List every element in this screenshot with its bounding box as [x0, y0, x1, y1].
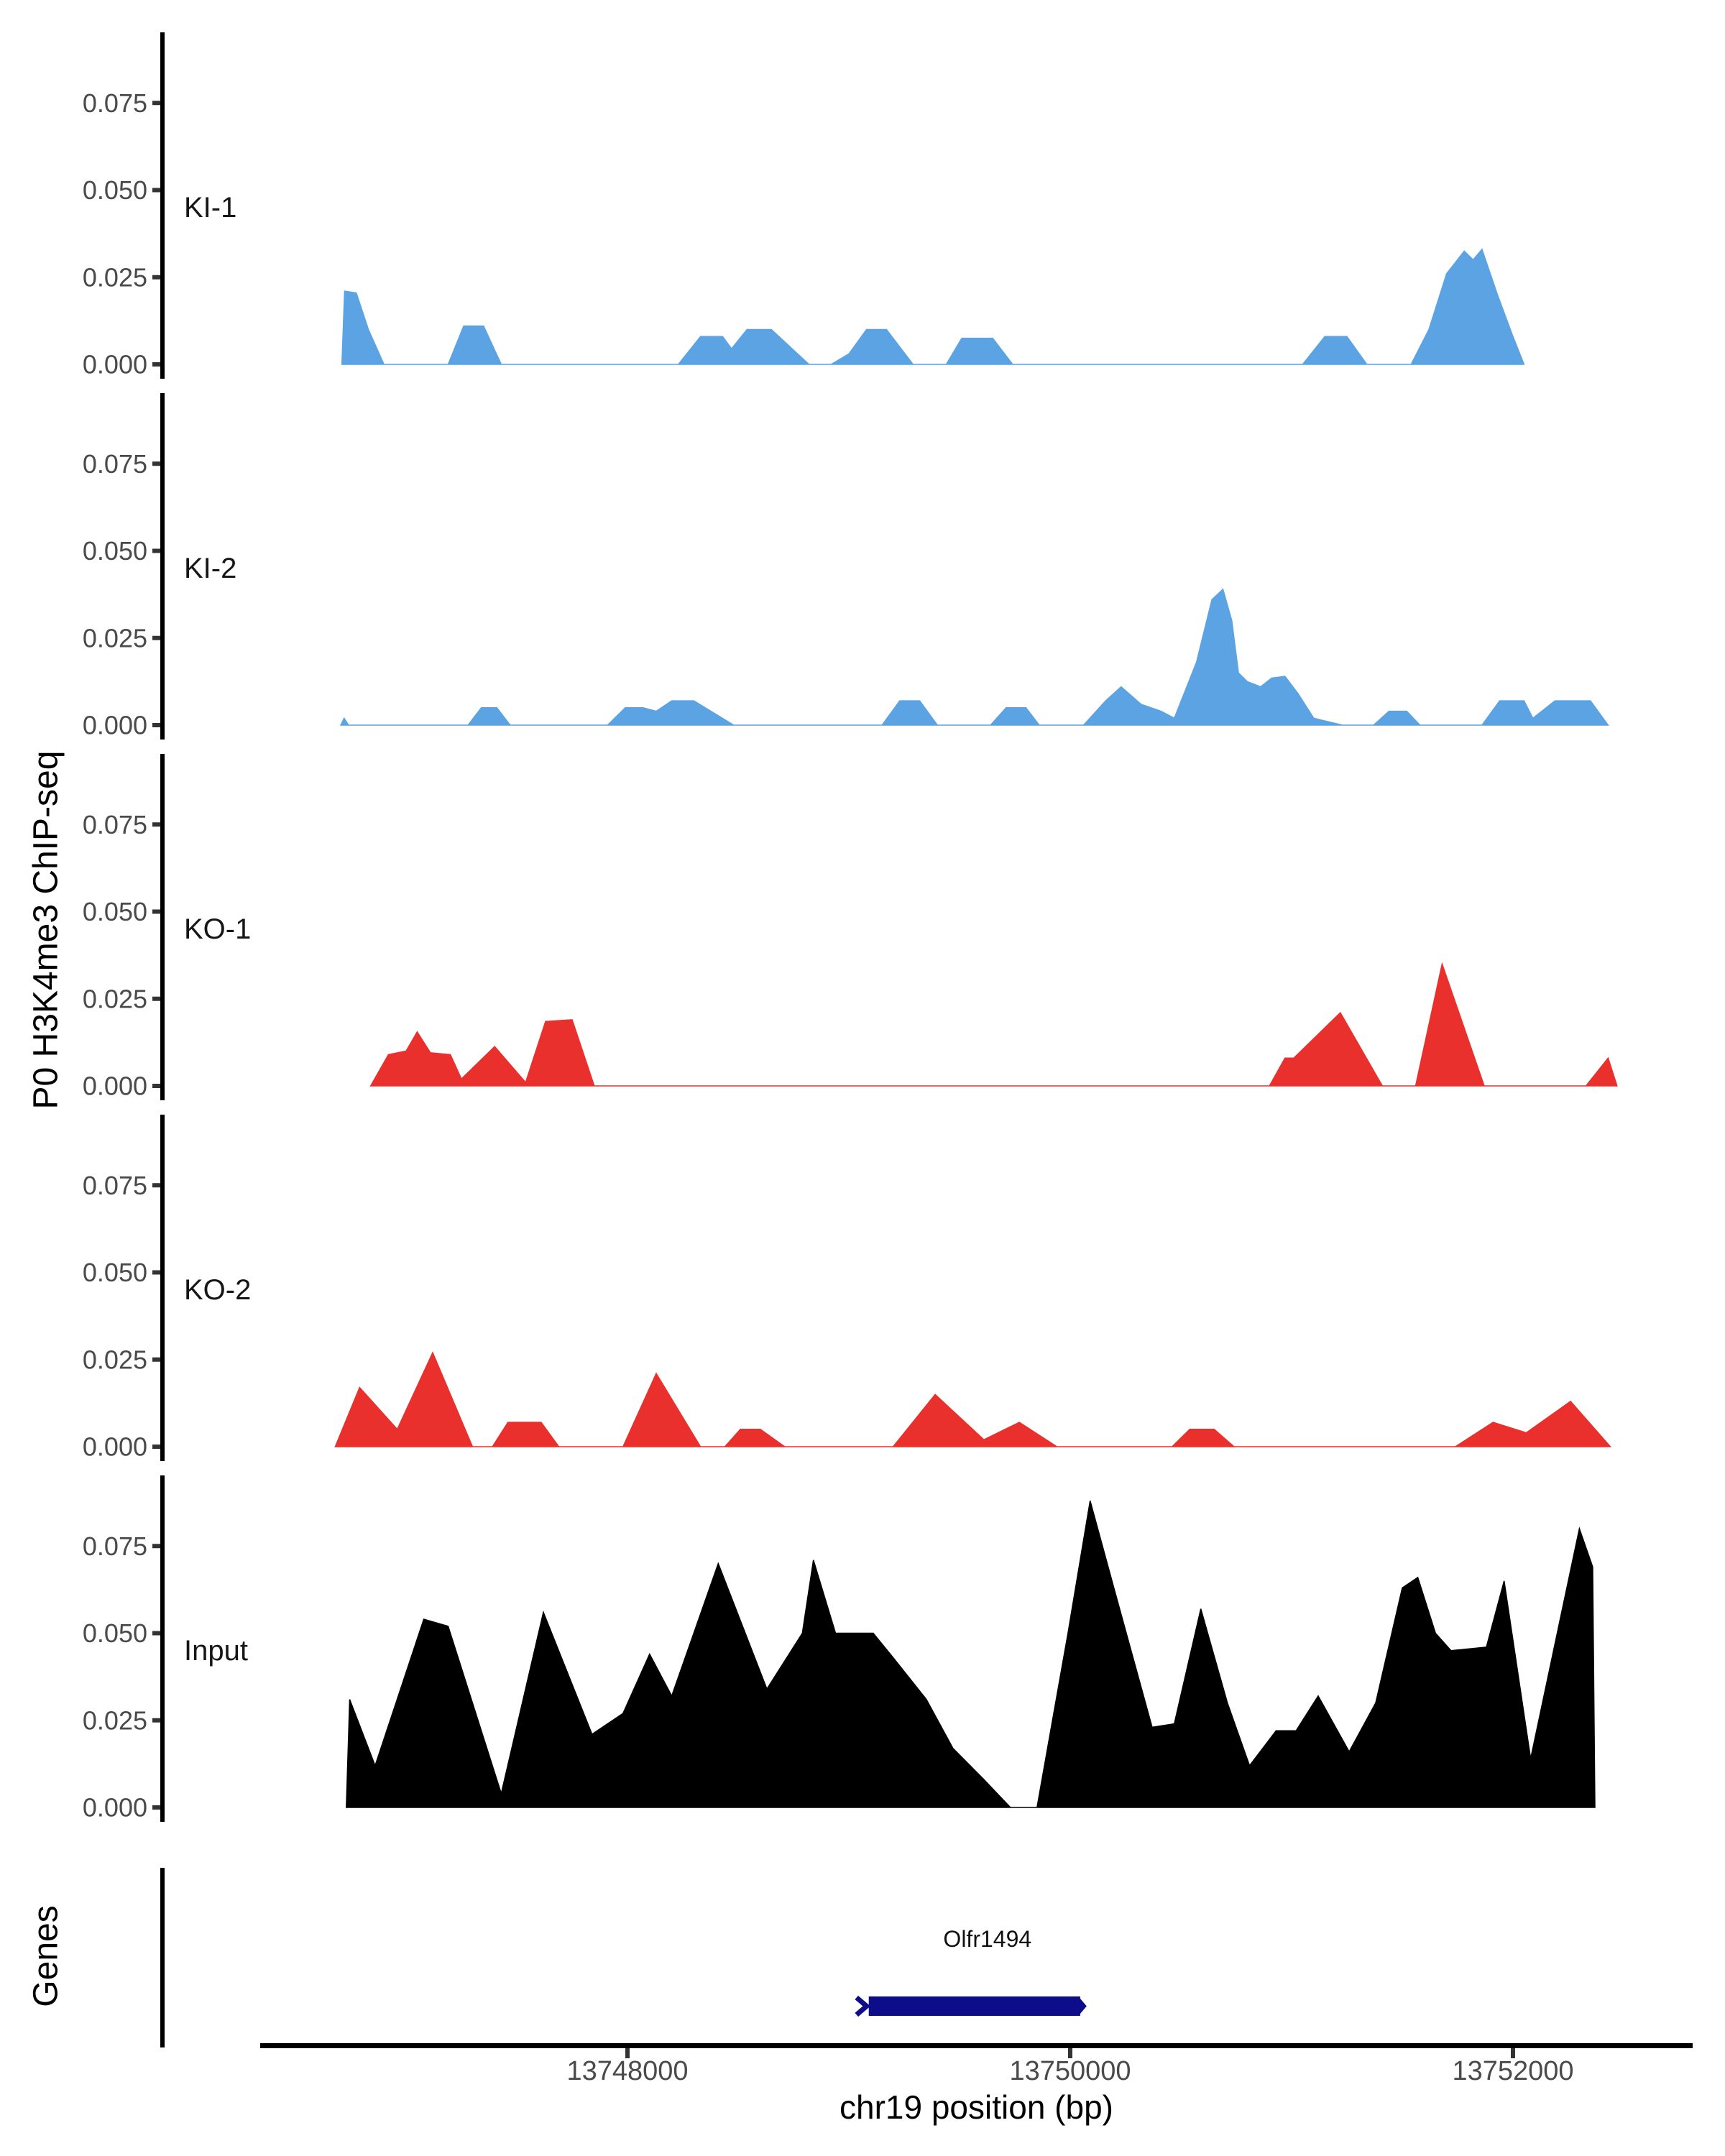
y-tick-mark [152, 822, 160, 827]
x-tick-mark [1068, 2048, 1072, 2058]
track-panel-ko-1: 0.075 0.050 0.025 0.000 KO-1 [83, 754, 1618, 1101]
gene-strand-chevron-icon [855, 1995, 871, 2017]
y-tick-mark [152, 275, 160, 280]
track-label-ko-2: KO-2 [184, 1274, 251, 1306]
y-tick-label: 0.075 [83, 1531, 147, 1561]
y-tick-label: 0.025 [83, 984, 147, 1013]
gene-body-bar [868, 1996, 1080, 2016]
y-tick-label: 0.025 [83, 1705, 147, 1735]
y-tick-mark [152, 996, 160, 1001]
y-axis-line [160, 393, 165, 740]
y-tick-mark [152, 1084, 160, 1088]
x-axis-line [260, 2043, 1693, 2048]
y-tick-label: 0.050 [83, 536, 147, 566]
x-tick-mark [1511, 2048, 1515, 2058]
y-tick-label: 0.050 [83, 897, 147, 926]
y-tick-label: 0.050 [83, 1618, 147, 1648]
genes-panel: Olfr1494 [160, 1868, 1087, 2047]
y-tick-mark [152, 548, 160, 553]
x-axis-title: chr19 position (bp) [840, 2088, 1113, 2126]
x-tick-label: 13750000 [1009, 2056, 1131, 2086]
y-tick-mark [152, 1183, 160, 1188]
track-panel-ki-2: 0.075 0.050 0.025 0.000 KI-2 [83, 393, 1609, 740]
x-axis: 13748000 13750000 13752000 chr19 position (… [260, 2043, 1693, 2126]
y-tick-mark [152, 188, 160, 193]
y-tick-mark [152, 909, 160, 914]
coverage-area-ki-1 [341, 248, 1525, 365]
y-axis-line [160, 32, 165, 379]
y-tick-label: 0.075 [83, 810, 147, 839]
x-tick-label: 13748000 [566, 2056, 688, 2086]
y-tick-mark [152, 723, 160, 727]
track-panel-input: 0.075 0.050 0.025 0.000 Input [83, 1475, 1596, 1823]
y-tick-label: 0.000 [83, 711, 147, 740]
y-tick-label: 0.025 [83, 623, 147, 653]
y-tick-label: 0.050 [83, 1258, 147, 1287]
y-tick-mark [152, 635, 160, 640]
y-axis-line [160, 754, 165, 1100]
y-tick-mark [152, 1631, 160, 1636]
y-axis-line [160, 1115, 165, 1461]
gene-name-label: Olfr1494 [943, 1926, 1031, 1952]
y-tick-mark [152, 1805, 160, 1810]
gene-arrow-tip-icon [1078, 1996, 1087, 2016]
track-label-ki-1: KI-1 [184, 192, 236, 224]
y-tick-mark [152, 1270, 160, 1275]
y-tick-label: 0.075 [83, 88, 147, 118]
genes-axis-line [160, 1868, 165, 2047]
y-tick-label: 0.000 [83, 350, 147, 379]
coverage-area-ko-2 [334, 1351, 1612, 1447]
y-tick-label: 0.000 [83, 1793, 147, 1823]
track-label-ki-2: KI-2 [184, 553, 236, 584]
y-tick-mark [152, 101, 160, 106]
coverage-area-ko-1 [369, 962, 1618, 1087]
y-tick-label: 0.025 [83, 1345, 147, 1374]
track-label-ko-1: KO-1 [184, 913, 251, 945]
y-tick-label: 0.075 [83, 449, 147, 479]
coverage-area-input [346, 1501, 1596, 1808]
y-tick-mark [152, 461, 160, 466]
y-tick-mark [152, 1718, 160, 1723]
y-tick-label: 0.075 [83, 1171, 147, 1200]
track-label-input: Input [184, 1635, 248, 1667]
y-tick-mark [152, 1544, 160, 1549]
y-tick-mark [152, 1445, 160, 1449]
coverage-area-ki-2 [339, 588, 1609, 726]
y-tick-mark [152, 362, 160, 367]
track-panel-ki-1: 0.075 0.050 0.025 0.000 KI-1 [83, 32, 1525, 379]
x-tick-label: 13752000 [1452, 2056, 1573, 2086]
y-tick-label: 0.025 [83, 262, 147, 292]
track-panel-ko-2: 0.075 0.050 0.025 0.000 KO-2 [83, 1115, 1612, 1462]
y-tick-label: 0.050 [83, 175, 147, 205]
x-tick-mark [625, 2048, 630, 2058]
y-tick-label: 0.000 [83, 1432, 147, 1462]
y-tick-mark [152, 1357, 160, 1362]
y-tick-label: 0.000 [83, 1072, 147, 1101]
y-axis-line [160, 1475, 165, 1822]
